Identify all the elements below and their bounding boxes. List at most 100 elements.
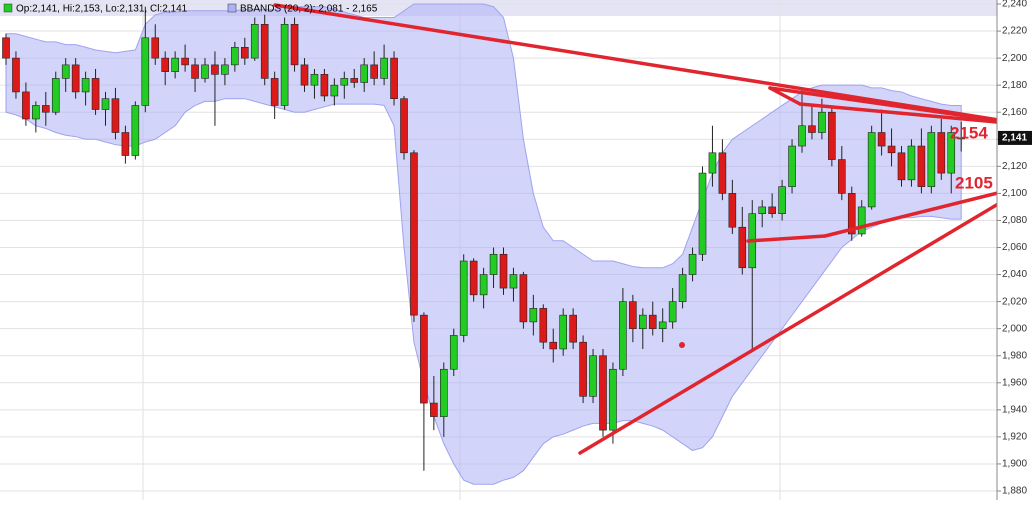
candle-body [509, 274, 518, 289]
candle-body [738, 226, 747, 269]
candle-body [250, 23, 259, 59]
candle-body [370, 64, 378, 79]
candle-body [439, 368, 448, 417]
candle-body [390, 57, 398, 99]
candle-body [499, 253, 508, 289]
candle-body [609, 368, 617, 431]
y-axis-ticks: 1,880 1,900 1,920 1,940 1,960 1,980 2,000 2,020… [997, 0, 1032, 497]
candle-body [589, 355, 597, 397]
candle-body [280, 23, 289, 106]
trendline [768, 86, 802, 106]
candle-body [619, 301, 627, 370]
candle-body [658, 321, 667, 329]
candle-body [340, 78, 349, 86]
y-tick-label: 1,920 [1002, 432, 1027, 443]
trendline [798, 102, 1032, 127]
candle-body [828, 111, 836, 160]
y-tick-label: 2,080 [1002, 215, 1027, 226]
candle-body [539, 308, 548, 343]
candle-body [877, 132, 886, 147]
annotation: 2105 [955, 173, 993, 192]
trendline [823, 183, 1032, 238]
candle-body [927, 132, 936, 187]
candle-body [638, 314, 647, 329]
candle-body [469, 260, 478, 296]
candle-body [81, 78, 90, 93]
trendlines [273, 3, 1032, 455]
candle-body [141, 37, 150, 106]
candle-body [360, 64, 369, 83]
y-tick-label: 2,180 [1002, 80, 1027, 91]
candle-body [12, 57, 20, 93]
candle-body [529, 308, 538, 323]
candle-body [599, 355, 607, 431]
candle-body [41, 105, 50, 113]
candle-layer [2, 6, 966, 471]
candle-body [768, 206, 776, 214]
candle-body [310, 74, 319, 86]
legend-text: Op:2,141, Hi:2,153, Lo:2,131, Cl:2,141 [16, 4, 188, 15]
legend-swatch [3, 3, 13, 13]
y-tick-label: 2,000 [1002, 323, 1027, 334]
candle-body [857, 206, 866, 235]
trendline [746, 234, 827, 243]
candle-body [778, 186, 786, 214]
candle-body [171, 57, 179, 72]
candle-body [260, 23, 269, 79]
candle-body [788, 145, 796, 187]
candle-body [101, 98, 110, 110]
candle-body [808, 125, 816, 133]
candle-body [728, 193, 737, 228]
trendline [273, 3, 1032, 127]
candle-body [330, 84, 339, 97]
candle-body [2, 37, 10, 59]
candle-body [758, 206, 767, 214]
y-tick-label: 1,900 [1002, 459, 1027, 470]
candle-body [131, 105, 140, 156]
candle-body [290, 23, 299, 66]
candle-body [957, 137, 966, 140]
candle-body [241, 46, 249, 59]
y-tick-label: 1,880 [1002, 486, 1027, 497]
candle-body [559, 314, 568, 350]
candle-body [668, 301, 677, 323]
trendline [578, 183, 1032, 455]
candle-body [449, 335, 458, 370]
candle-body [489, 253, 498, 275]
candle-body [569, 314, 577, 343]
last-price-box [998, 130, 1032, 145]
candle-body [818, 111, 826, 133]
candle-body [91, 78, 100, 110]
candle-body [22, 91, 30, 120]
candle-body [867, 132, 876, 208]
marker-dot [679, 342, 685, 348]
candle-body [420, 314, 428, 404]
candle-body [320, 74, 329, 97]
candle-body [947, 132, 956, 174]
annotation: 2154 [950, 123, 988, 142]
candle-body [51, 78, 60, 113]
candle-body [221, 64, 229, 75]
candle-body [629, 301, 637, 329]
y-tick-label: 2,120 [1002, 161, 1027, 172]
candle-body [270, 78, 279, 106]
y-tick-label: 2,200 [1002, 53, 1027, 64]
candle-body [410, 152, 418, 316]
candle-body [648, 314, 657, 329]
y-tick-label: 1,980 [1002, 350, 1027, 361]
candle-body [350, 78, 359, 83]
candle-body [380, 57, 388, 79]
y-tick-label: 2,020 [1002, 296, 1027, 307]
y-tick-label: 2,100 [1002, 188, 1027, 199]
candle-body [300, 64, 309, 86]
candle-body [151, 37, 160, 59]
candle-body [61, 64, 70, 79]
candle-body [161, 57, 169, 72]
y-tick-label: 1,940 [1002, 404, 1027, 415]
candle-body [917, 145, 926, 187]
candle-body [71, 64, 80, 93]
candle-body [549, 341, 558, 350]
candle-body [231, 46, 239, 66]
candle-body [887, 145, 896, 154]
